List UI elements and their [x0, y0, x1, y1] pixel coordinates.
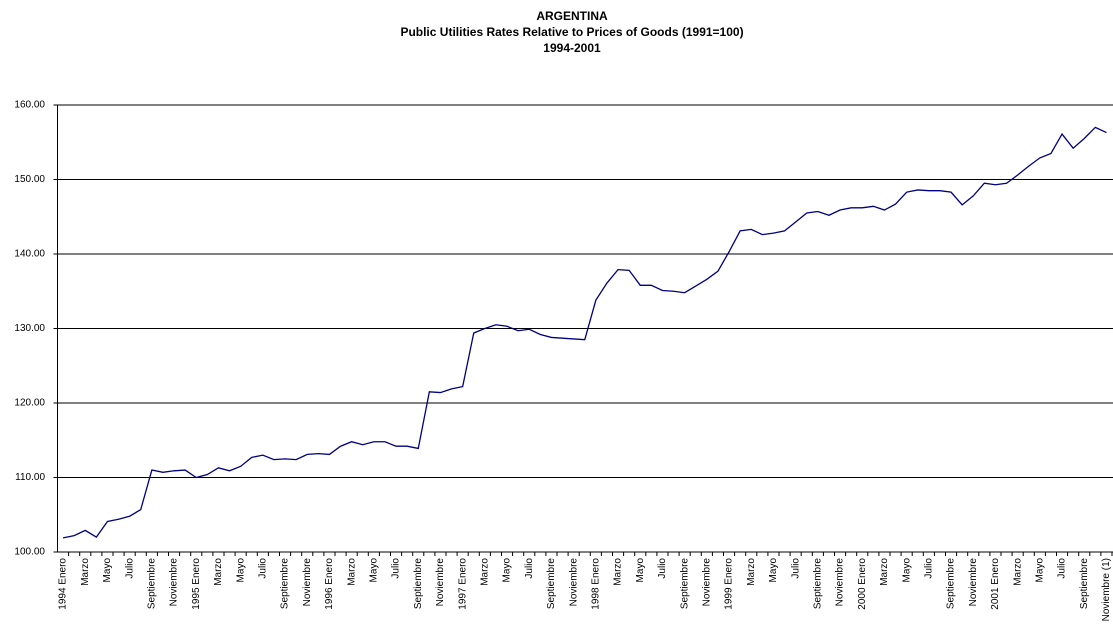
x-tick-label: Julio	[790, 558, 801, 579]
x-tick-label: Septiembre	[146, 558, 157, 610]
x-tick-label: Septiembre	[1079, 558, 1090, 610]
x-tick-label: Julio	[923, 558, 934, 579]
x-tick-label: Marzo	[80, 558, 91, 586]
x-tick-label: 1997 Enero	[457, 558, 468, 610]
x-tick-label: Septiembre	[413, 558, 424, 610]
x-tick-label: Noviembre	[701, 558, 712, 607]
chart-title: ARGENTINA	[536, 9, 608, 23]
x-tick-label: Mayo	[102, 558, 113, 583]
x-tick-label: Julio	[1057, 558, 1068, 579]
x-tick-label: Mayo	[635, 558, 646, 583]
x-tick-label: Mayo	[235, 558, 246, 583]
x-tick-label: Marzo	[746, 558, 757, 586]
y-tick-label: 130.00	[14, 323, 45, 334]
x-tick-label: Julio	[524, 558, 535, 579]
x-tick-label: Marzo	[1012, 558, 1023, 586]
x-tick-label: Marzo	[613, 558, 624, 586]
x-tick-label: Julio	[124, 558, 135, 579]
x-tick-label: 2000 Enero	[857, 558, 868, 610]
y-tick-label: 110.00	[15, 472, 45, 483]
x-tick-label: 1995 Enero	[191, 558, 202, 610]
y-tick-label: 120.00	[14, 398, 45, 409]
x-tick-label: 1994 Enero	[58, 558, 69, 610]
x-tick-label: Mayo	[368, 558, 379, 583]
x-tick-label: Septiembre	[679, 558, 690, 610]
x-tick-label: Septiembre	[946, 558, 957, 610]
x-tick-label: Marzo	[346, 558, 357, 586]
x-tick-label: Marzo	[213, 558, 224, 586]
x-tick-label: 1996 Enero	[324, 558, 335, 610]
y-tick-label: 160.00	[14, 100, 45, 111]
x-tick-label: Marzo	[879, 558, 890, 586]
x-tick-label: Septiembre	[812, 558, 823, 610]
data-line	[62, 126, 1107, 539]
x-tick-label: Noviembre	[435, 558, 446, 607]
y-tick-label: 140.00	[14, 249, 45, 260]
x-tick-label: Septiembre	[546, 558, 557, 610]
x-tick-label: Noviembre	[568, 558, 579, 607]
x-tick-label: Mayo	[768, 558, 779, 583]
x-tick-label: Mayo	[1034, 558, 1045, 583]
y-tick-label: 100.00	[14, 547, 45, 558]
x-tick-label: Julio	[257, 558, 268, 579]
x-tick-label: Noviembre	[835, 558, 846, 607]
x-tick-label: 1998 Enero	[590, 558, 601, 610]
x-tick-label: Noviembre	[169, 558, 180, 607]
x-tick-label: 2001 Enero	[990, 558, 1001, 610]
x-tick-label: Noviembre (1)	[1101, 558, 1112, 621]
x-tick-label: Septiembre	[280, 558, 291, 610]
x-tick-label: Noviembre	[302, 558, 313, 607]
y-tick-label: 150.00	[14, 174, 45, 185]
x-tick-label: Julio	[391, 558, 402, 579]
x-tick-label: Mayo	[502, 558, 513, 583]
x-tick-label: Marzo	[479, 558, 490, 586]
chart-subtitle: Public Utilities Rates Relative to Price…	[400, 25, 743, 39]
chart-period: 1994-2001	[543, 41, 601, 55]
x-tick-label: Noviembre	[968, 558, 979, 607]
x-tick-label: 1999 Enero	[724, 558, 735, 610]
x-tick-label: Julio	[657, 558, 668, 579]
x-tick-label: Mayo	[901, 558, 912, 583]
